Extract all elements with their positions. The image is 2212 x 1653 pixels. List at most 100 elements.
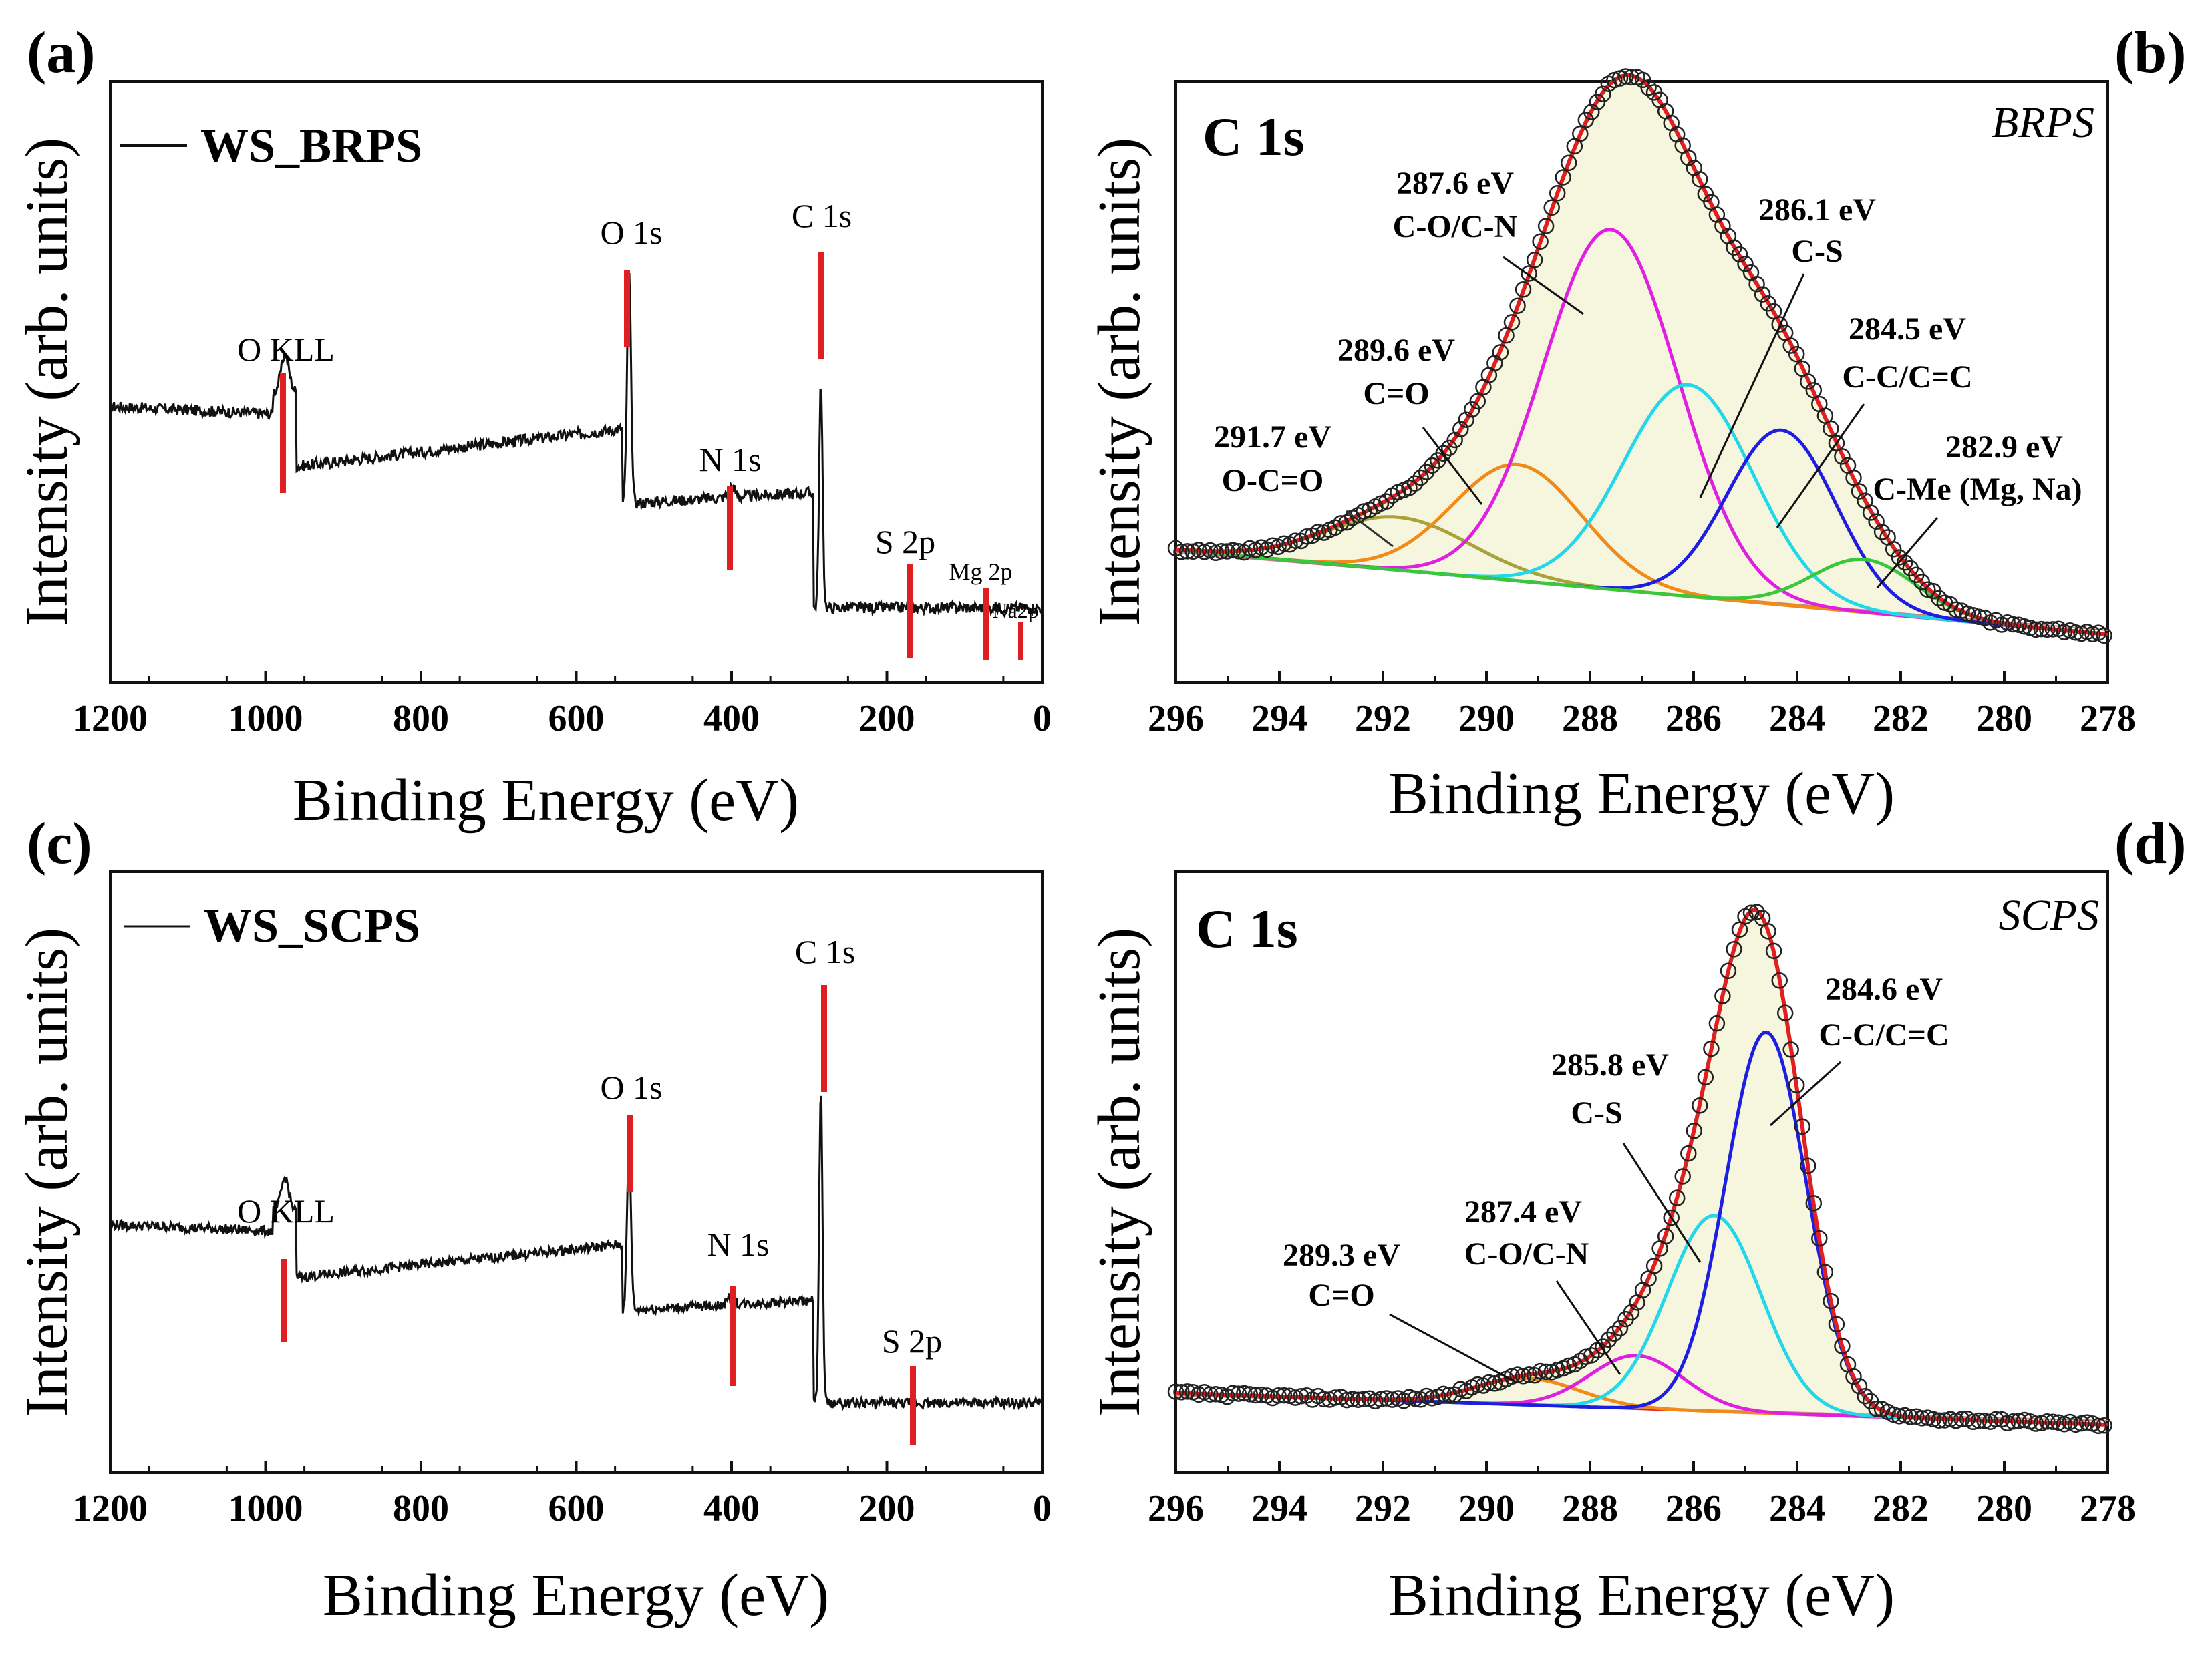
data-point [1760, 923, 1776, 940]
peak-fit [1167, 68, 2112, 645]
data-point [1515, 1368, 1532, 1385]
data-point [1236, 1385, 1253, 1402]
data-point [2028, 621, 2044, 638]
data-point [1486, 1375, 1503, 1392]
data-point [1167, 1383, 1184, 1400]
panel-c: (c) Intensity (arb. units) Binding Energ… [14, 811, 1052, 1628]
x-tick-label: 286 [1666, 698, 1722, 739]
data-point [1714, 988, 1731, 1004]
data-point [1668, 1189, 1686, 1206]
data-point [1583, 104, 1600, 120]
data-point [1862, 504, 1879, 521]
survey-spectrum [109, 1095, 1043, 1411]
data-point [1936, 1412, 1953, 1429]
data-point [1988, 612, 2004, 629]
data-point [1560, 154, 1577, 172]
annotation-arrow [1699, 273, 1805, 498]
y-axis-label: Intensity (arb. units) [14, 138, 80, 626]
data-point [1931, 1412, 1947, 1429]
peak-label-na-2p: Na2p [992, 598, 1038, 622]
data-point [1372, 1391, 1390, 1408]
x-tick-label: 400 [703, 1488, 760, 1529]
data-point [1731, 246, 1748, 263]
x-tick-label: 1200 [73, 698, 148, 739]
data-point [1492, 344, 1509, 361]
data-point [1885, 541, 1902, 558]
data-point [1811, 1230, 1828, 1247]
peak-label-n-1s: N 1s [699, 441, 761, 478]
data-point [1406, 475, 1424, 492]
data-point [1891, 549, 1907, 566]
peak-marker-o-1s [627, 1115, 633, 1192]
peak-marker-c-1s [821, 985, 827, 1092]
component-assignment: C=O [1308, 1278, 1374, 1313]
data-point [1201, 1386, 1219, 1403]
data-point [1555, 169, 1571, 186]
data-point [1464, 401, 1480, 418]
data-point [1537, 218, 1555, 234]
peak-marker-mg-2p [983, 588, 989, 660]
component-assignment: C-O/C-N [1464, 1236, 1589, 1272]
data-point [1965, 1413, 1982, 1431]
component-energy: 286.1 eV [1758, 192, 1876, 228]
data-point [1469, 393, 1486, 410]
sample-label: BRPS [1992, 98, 2094, 147]
peak-marker-o-kll [281, 1259, 287, 1342]
panel-label: (a) [27, 21, 96, 85]
x-tick-label: 280 [1976, 698, 2032, 739]
data-point [1293, 1387, 1309, 1405]
data-point [1925, 1411, 1942, 1428]
x-ticks: 1200 1000 800 600 400 200 0 [73, 1461, 1052, 1529]
x-ticks: 296 294 292 290 288 286 284 282 280 278 [1148, 1461, 2136, 1529]
x-tick-label: 296 [1148, 698, 1204, 739]
x-tick-label: 290 [1458, 698, 1515, 739]
x-tick-label: 294 [1251, 1488, 1307, 1529]
data-point [1845, 1368, 1862, 1385]
chart-title: C 1s [1203, 106, 1305, 167]
data-point [2044, 1413, 2062, 1431]
component-assignment: C=O [1363, 376, 1429, 411]
data-point [1230, 543, 1247, 560]
data-point [1828, 1316, 1845, 1333]
peak-label-o-kll: O KLL [237, 1192, 335, 1230]
data-point [1509, 1366, 1526, 1383]
data-point [1782, 337, 1799, 354]
x-axis-label: Binding Energy (eV) [1388, 1562, 1895, 1628]
component-assignment: C-C/C=C [1842, 359, 1972, 395]
data-point [1338, 1391, 1356, 1409]
peak-label-mg-2p: Mg 2p [949, 558, 1012, 585]
x-tick-label: 400 [703, 698, 760, 739]
y-axis-label: Intensity (arb. units) [1086, 928, 1152, 1417]
data-point [2039, 1413, 2056, 1430]
data-point [1823, 420, 1839, 437]
data-point [1515, 281, 1532, 298]
x-tick-label: 288 [1562, 1488, 1618, 1529]
data-point [2090, 1417, 2107, 1435]
data-point [1873, 524, 1891, 540]
x-tick-label: 284 [1769, 698, 1825, 739]
data-point [2004, 1413, 2022, 1430]
data-point [1788, 1077, 1805, 1094]
x-tick-label: 294 [1251, 698, 1307, 739]
data-point [1674, 1168, 1691, 1185]
data-point [1173, 1384, 1190, 1401]
data-point [1902, 1409, 1919, 1425]
component-assignment: C-O/C-N [1393, 209, 1518, 244]
x-tick-label: 288 [1562, 698, 1618, 739]
data-point [1401, 1389, 1418, 1406]
component-assignment: O-C=O [1222, 463, 1324, 498]
data-point [1805, 1195, 1823, 1212]
peak-label-s-2p: S 2p [882, 1322, 942, 1360]
x-tick-label: 296 [1148, 1488, 1204, 1529]
data-point [2078, 1414, 2096, 1431]
annotation-arrow [1776, 403, 1865, 528]
data-point [1794, 1118, 1811, 1135]
data-point [1726, 941, 1742, 958]
data-point [1845, 469, 1862, 486]
annotation-arrow [1389, 1313, 1517, 1384]
annotation-arrow [1555, 1280, 1621, 1375]
y-axis-label: Intensity (arb. units) [14, 928, 80, 1417]
data-point [1549, 185, 1566, 202]
data-point [1230, 1385, 1247, 1402]
peak-label-n-1s: N 1s [707, 1226, 769, 1263]
